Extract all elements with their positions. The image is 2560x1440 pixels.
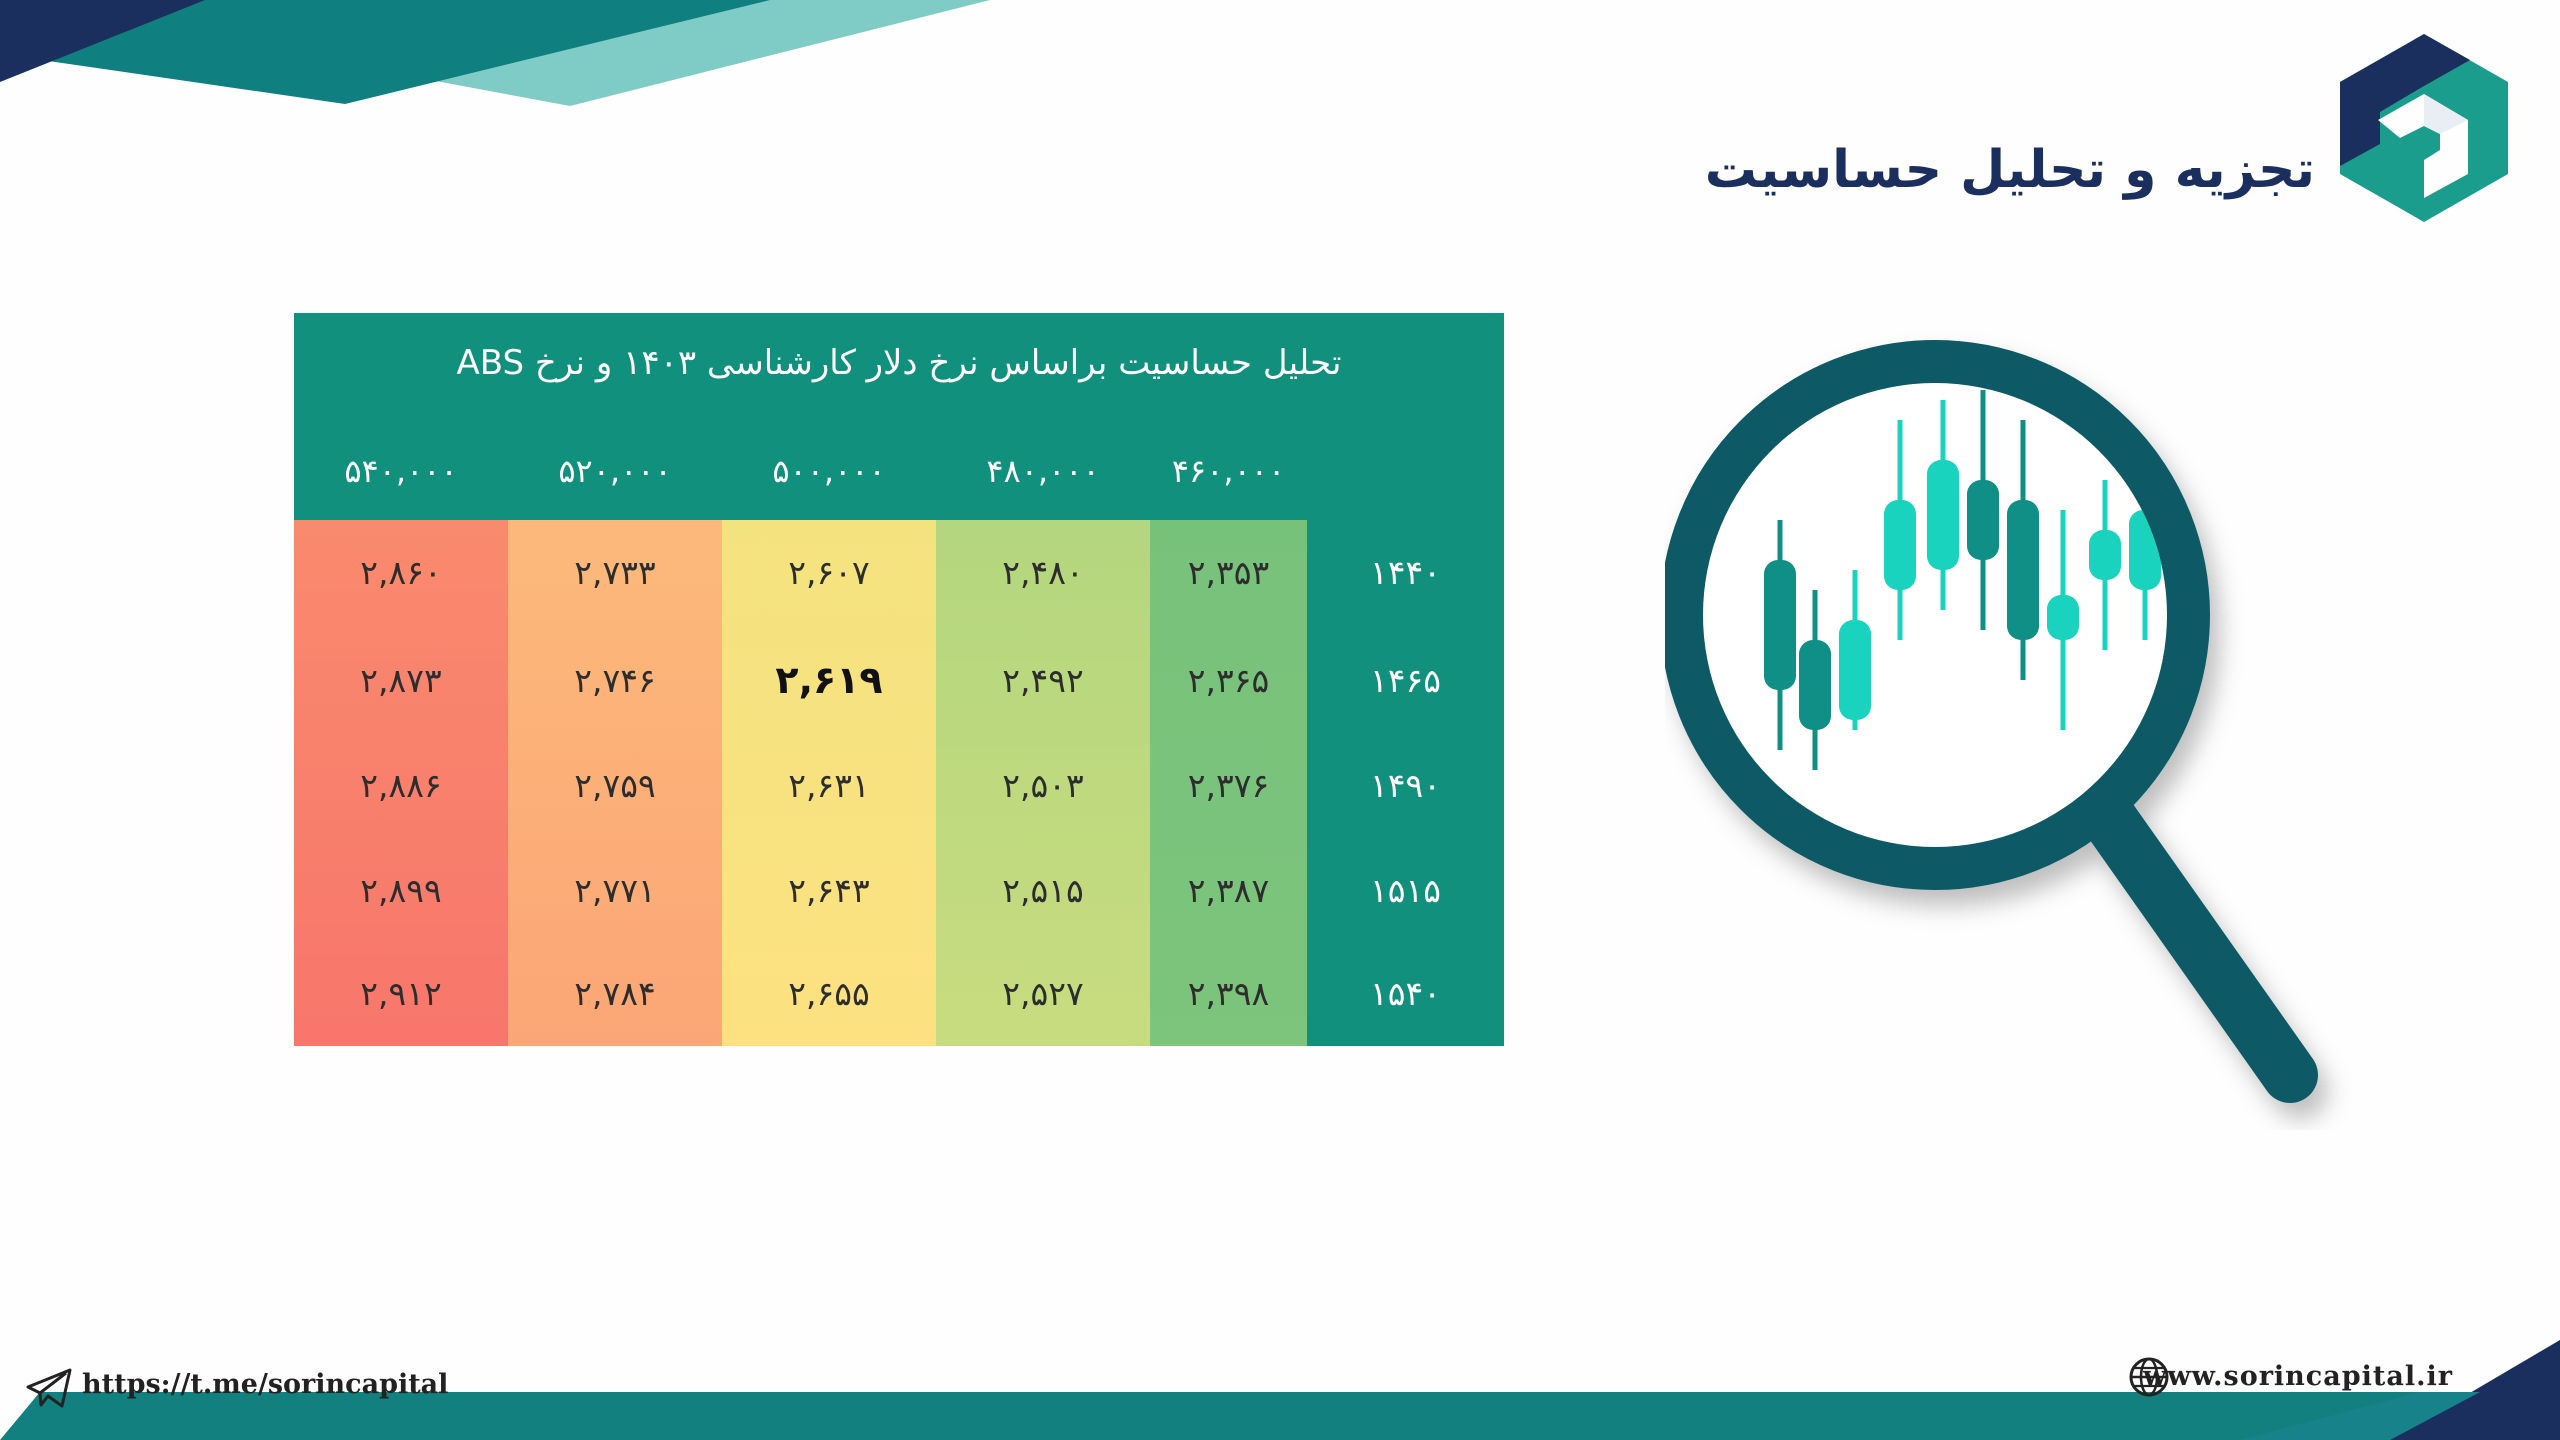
table-cell: ۲,۸۹۹: [360, 871, 442, 910]
magnifier-chart-icon: [1665, 340, 2318, 1103]
table-cell: ۲,۷۳۳: [574, 553, 656, 592]
table-cell: ۲,۳۹۸: [1187, 974, 1270, 1013]
row-header: ۱۵۱۵: [1370, 871, 1441, 910]
globe-icon: [2129, 1357, 2169, 1397]
column-header: ۴۶۰,۰۰۰: [1171, 452, 1286, 490]
column-header: ۵۴۰,۰۰۰: [344, 452, 458, 490]
table-cell: ۲,۷۸۴: [574, 974, 656, 1013]
row-header: ۱۴۹۰: [1370, 766, 1441, 805]
telegram-icon[interactable]: [26, 1367, 72, 1409]
table-cell: ۲,۳۶۵: [1187, 661, 1270, 700]
table-cell: ۲,۷۷۱: [574, 871, 656, 910]
table-cell: ۲,۹۱۲: [360, 974, 442, 1013]
candle-body: [2089, 530, 2121, 580]
table-cell: ۲,۵۲۷: [1002, 974, 1084, 1013]
website-link[interactable]: www.sorincapital.ir: [2143, 1361, 2453, 1392]
candle-body: [1799, 640, 1831, 730]
table-cell: ۲,۶۴۳: [788, 871, 870, 910]
table-cell: ۲,۸۶۰: [360, 553, 442, 592]
table-cell: ۲,۷۴۶: [574, 661, 656, 700]
candle-body: [1839, 620, 1871, 720]
table-title: تحلیل حساسیت براساس نرخ دلار کارشناسی ۱۴…: [456, 343, 1342, 383]
candle-body: [1927, 460, 1959, 570]
telegram-link[interactable]: https://t.me/sorincapital: [82, 1369, 449, 1400]
heat-column: [936, 520, 1150, 1046]
heat-column: [294, 520, 508, 1046]
column-header: ۴۸۰,۰۰۰: [986, 452, 1100, 490]
table-cell: ۲,۸۷۳: [360, 661, 442, 700]
table-cell: ۲,۵۱۵: [1002, 871, 1084, 910]
page-title: تجزیه و تحلیل حساسیت: [1704, 140, 2315, 200]
candle-body: [1884, 500, 1916, 590]
row-header: ۱۴۴۰: [1370, 553, 1441, 592]
table-cell: ۲,۸۸۶: [360, 766, 442, 805]
row-header: ۱۴۶۵: [1370, 661, 1441, 700]
column-header: ۵۲۰,۰۰۰: [558, 452, 672, 490]
heat-column: [722, 520, 936, 1046]
footer-band: [0, 1340, 2560, 1440]
sensitivity-table: تحلیل حساسیت براساس نرخ دلار کارشناسی ۱۴…: [294, 313, 1504, 1046]
table-cell: ۲,۴۸۰: [1002, 553, 1084, 592]
candle-body: [1764, 560, 1796, 690]
table-cell: ۲,۳۵۳: [1187, 553, 1270, 592]
table-cell: ۲,۶۰۷: [788, 553, 870, 592]
heat-column: [508, 520, 722, 1046]
table-cell: ۲,۳۷۶: [1187, 766, 1270, 805]
brand-logo-icon: [2340, 34, 2508, 222]
table-cell: ۲,۶۳۱: [788, 766, 870, 805]
heat-column: [1150, 520, 1307, 1046]
row-header: ۱۵۴۰: [1370, 974, 1441, 1013]
table-cell: ۲,۷۵۹: [574, 766, 656, 805]
candle-body: [2047, 595, 2079, 640]
table-cell: ۲,۴۹۲: [1002, 661, 1084, 700]
column-header: ۵۰۰,۰۰۰: [772, 452, 886, 490]
table-cell: ۲,۵۰۳: [1002, 766, 1084, 805]
table-cell: ۲,۳۸۷: [1187, 871, 1270, 910]
table-cell: ۲,۶۵۵: [788, 974, 870, 1013]
candle-body: [2007, 500, 2039, 640]
table-cell: ۲,۶۱۹: [775, 658, 883, 702]
top-decoration: [0, 0, 990, 106]
candle-body: [1967, 480, 1999, 560]
